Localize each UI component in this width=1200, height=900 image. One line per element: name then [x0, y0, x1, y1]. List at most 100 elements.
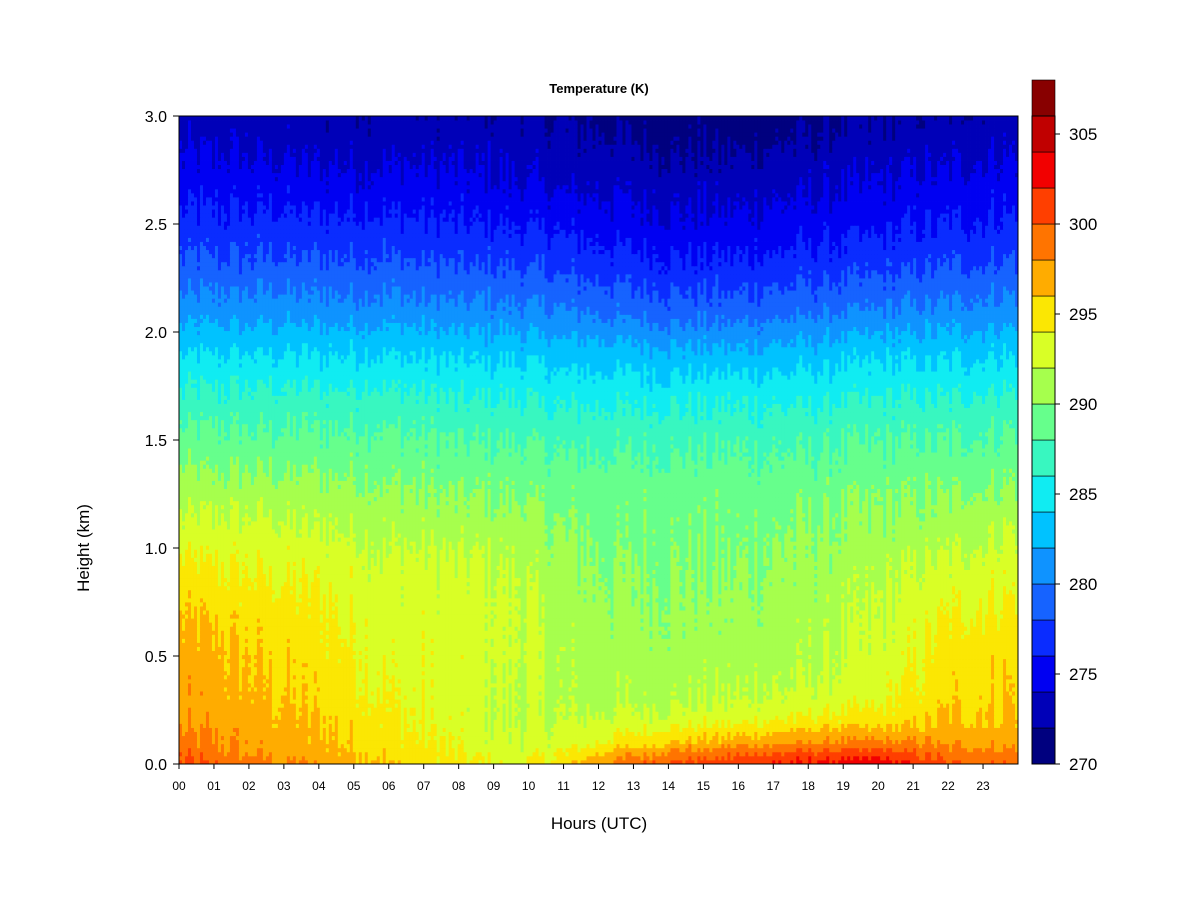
- heatmap-cell: [943, 719, 946, 723]
- heatmap-cell: [290, 752, 293, 756]
- heatmap-cell: [676, 748, 679, 752]
- heatmap-cell: [560, 740, 563, 744]
- heatmap-cell: [826, 732, 829, 736]
- heatmap-cell: [925, 740, 928, 744]
- heatmap-cell: [461, 715, 464, 719]
- heatmap-cell: [275, 752, 278, 756]
- heatmap-cell: [494, 724, 497, 728]
- heatmap-cell: [539, 740, 542, 744]
- heatmap-cell: [610, 736, 613, 740]
- heatmap-cell: [587, 740, 590, 744]
- heatmap-cell: [440, 736, 443, 740]
- heatmap-cell: [452, 740, 455, 744]
- heatmap-cell: [637, 748, 640, 752]
- heatmap-cell: [898, 744, 901, 748]
- heatmap-cell: [377, 724, 380, 728]
- heatmap-cell: [359, 715, 362, 719]
- heatmap-cell: [988, 724, 991, 728]
- heatmap-cell: [1009, 752, 1012, 756]
- heatmap-cell: [796, 724, 799, 728]
- heatmap-cell: [251, 728, 254, 732]
- heatmap-cell: [898, 736, 901, 740]
- heatmap-cell: [784, 740, 787, 744]
- heatmap-cell: [868, 744, 871, 748]
- heatmap-cell: [239, 715, 242, 719]
- heatmap-cell: [904, 732, 907, 736]
- heatmap-cell: [820, 756, 823, 760]
- heatmap-cell: [323, 724, 326, 728]
- heatmap-cell: [688, 756, 691, 760]
- heatmap-cell: [380, 756, 383, 760]
- heatmap-cell: [218, 736, 221, 740]
- heatmap-cell: [628, 740, 631, 744]
- heatmap-cell: [515, 732, 518, 736]
- heatmap-cell: [221, 715, 224, 719]
- heatmap-cell: [191, 744, 194, 748]
- heatmap-cell: [607, 740, 610, 744]
- heatmap-cell: [542, 728, 545, 732]
- heatmap-cell: [347, 748, 350, 752]
- heatmap-cell: [332, 732, 335, 736]
- heatmap-cell: [404, 732, 407, 736]
- heatmap-cell: [646, 744, 649, 748]
- heatmap-cell: [551, 740, 554, 744]
- heatmap-cell: [215, 736, 218, 740]
- heatmap-cell: [802, 719, 805, 723]
- heatmap-cell: [515, 719, 518, 723]
- heatmap-cell: [470, 756, 473, 760]
- heatmap-cell: [682, 736, 685, 740]
- heatmap-cell: [239, 719, 242, 723]
- heatmap-cell: [886, 748, 889, 752]
- heatmap-cell: [892, 748, 895, 752]
- heatmap-cell: [356, 744, 359, 748]
- heatmap-cell: [604, 736, 607, 740]
- heatmap-cell: [428, 719, 431, 723]
- heatmap-cell: [964, 752, 967, 756]
- heatmap-cell: [266, 744, 269, 748]
- heatmap-cell: [431, 724, 434, 728]
- heatmap-cell: [260, 744, 263, 748]
- heatmap-cell: [557, 752, 560, 756]
- heatmap-cell: [251, 752, 254, 756]
- heatmap-cell: [625, 728, 628, 732]
- heatmap-cell: [308, 752, 311, 756]
- heatmap-cell: [422, 724, 425, 728]
- heatmap-cell: [461, 756, 464, 760]
- heatmap-cell: [883, 728, 886, 732]
- heatmap-cell: [901, 752, 904, 756]
- heatmap-cell: [434, 728, 437, 732]
- heatmap-cell: [790, 715, 793, 719]
- heatmap-cell: [799, 740, 802, 744]
- heatmap-cell: [326, 748, 329, 752]
- heatmap-cell: [596, 715, 599, 719]
- heatmap-cell: [494, 744, 497, 748]
- heatmap-cell: [913, 732, 916, 736]
- heatmap-cell: [263, 756, 266, 760]
- heatmap-cell: [380, 732, 383, 736]
- heatmap-cell: [709, 728, 712, 732]
- heatmap-cell: [655, 732, 658, 736]
- heatmap-cell: [461, 724, 464, 728]
- heatmap-cell: [467, 715, 470, 719]
- heatmap-cell: [679, 728, 682, 732]
- heatmap-cell: [631, 740, 634, 744]
- heatmap-cell: [829, 748, 832, 752]
- heatmap-cell: [593, 752, 596, 756]
- heatmap-cell: [470, 736, 473, 740]
- heatmap-cell: [386, 744, 389, 748]
- heatmap-cell: [425, 719, 428, 723]
- heatmap-cell: [584, 744, 587, 748]
- heatmap-cell: [461, 752, 464, 756]
- heatmap-cell: [497, 728, 500, 732]
- heatmap-cell: [766, 744, 769, 748]
- heatmap-cell: [709, 724, 712, 728]
- heatmap-cell: [880, 728, 883, 732]
- heatmap-cell: [287, 744, 290, 748]
- heatmap-cell: [787, 744, 790, 748]
- heatmap-cell: [449, 756, 452, 760]
- heatmap-cell: [880, 736, 883, 740]
- heatmap-cell: [883, 756, 886, 760]
- heatmap-cell: [652, 719, 655, 723]
- heatmap-cell: [392, 728, 395, 732]
- heatmap-cell: [326, 719, 329, 723]
